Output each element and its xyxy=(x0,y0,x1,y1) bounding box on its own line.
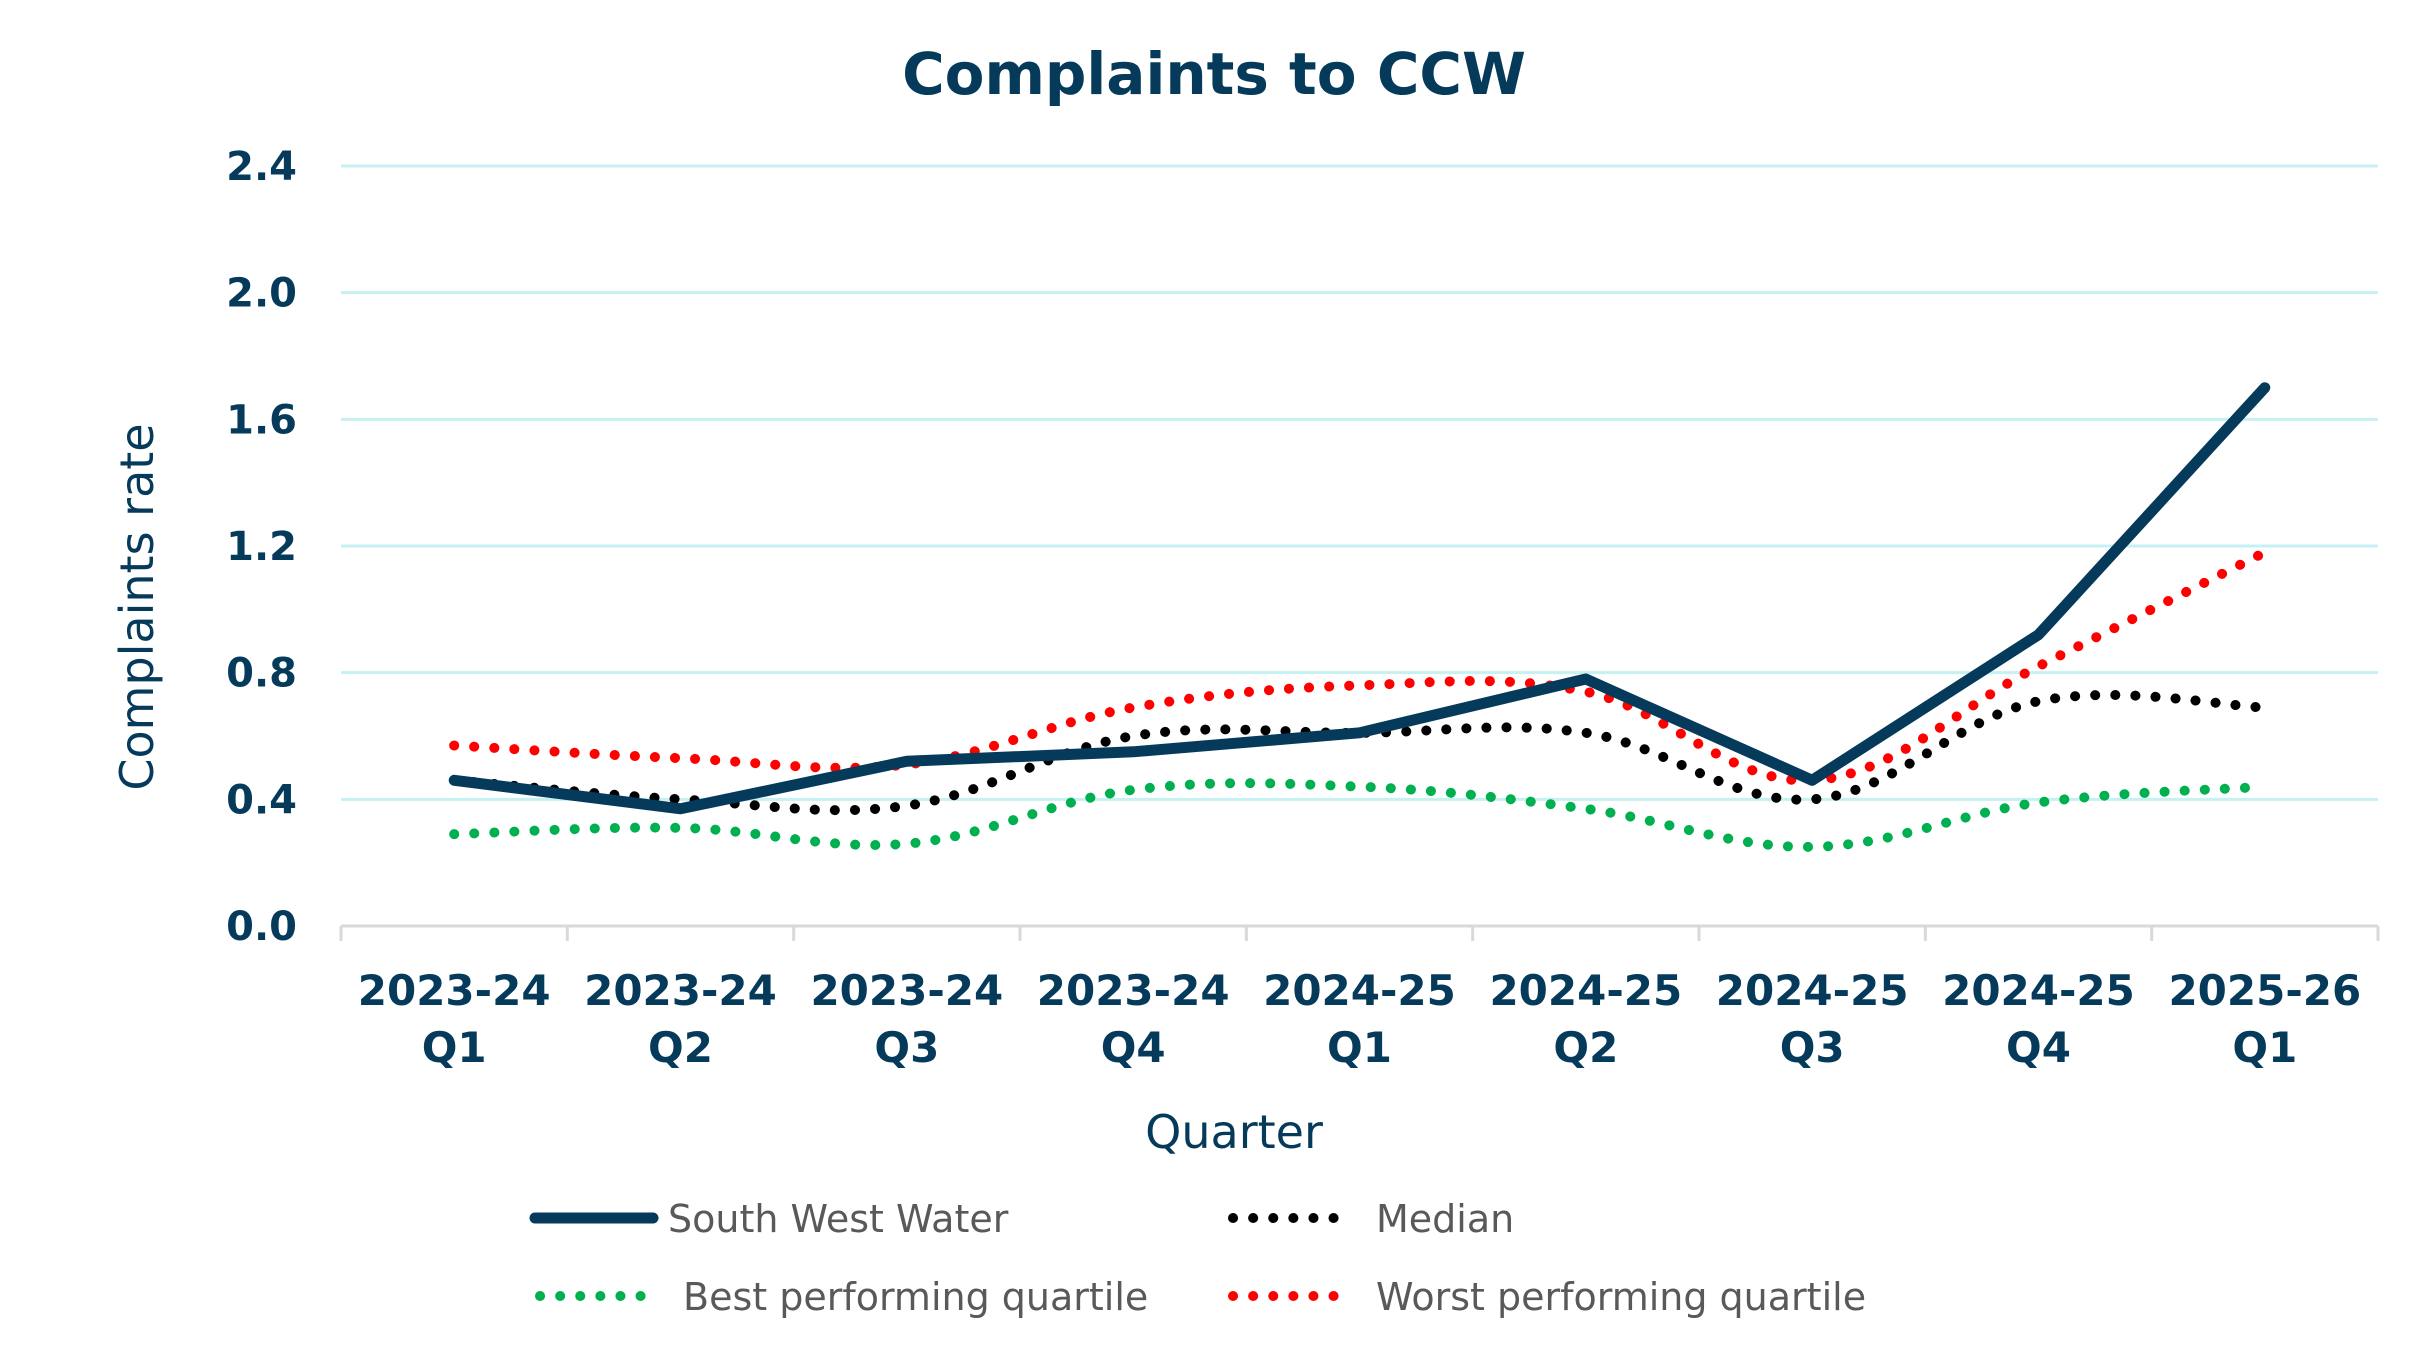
legend-item-worst-performing-quartile: Worst performing quartile xyxy=(1228,1275,1866,1319)
series-layer xyxy=(448,382,2271,852)
y-tick-label: 0.8 xyxy=(226,651,297,697)
x-tick-label-year: 2023-24 xyxy=(1037,966,1230,1015)
x-tick-label-year: 2024-25 xyxy=(1716,966,1909,1015)
y-axis-ticks: 0.0 0.4 0.8 1.2 1.6 2.0 2.4 xyxy=(226,144,297,950)
y-tick-label: 2.4 xyxy=(226,144,297,190)
x-axis-ticks: 2023-24 Q1 2023-24 Q2 2023-24 Q3 2023-24 Q4 2024… xyxy=(358,966,2361,1072)
series-line xyxy=(449,547,2270,786)
x-axis xyxy=(339,924,2380,941)
x-tick-label-quarter: Q1 xyxy=(422,1023,487,1072)
series-line xyxy=(449,690,2270,816)
legend-label: South West Water xyxy=(668,1197,1009,1241)
x-tick-label-quarter: Q3 xyxy=(1780,1023,1845,1072)
x-tick-label-year: 2023-24 xyxy=(810,966,1003,1015)
x-tick-label-year: 2024-25 xyxy=(1263,966,1456,1015)
x-tick-label-quarter: Q1 xyxy=(1327,1023,1392,1072)
legend-label: Median xyxy=(1376,1197,1514,1241)
series-median xyxy=(449,690,2270,816)
x-tick-label-year: 2023-24 xyxy=(358,966,551,1015)
y-tick-label: 0.4 xyxy=(226,777,297,823)
series-line xyxy=(449,778,2270,852)
y-tick-label: 2.0 xyxy=(226,271,297,317)
y-tick-label: 0.0 xyxy=(226,904,297,950)
x-tick-label-year: 2023-24 xyxy=(584,966,777,1015)
x-tick-label-quarter: Q1 xyxy=(2232,1023,2297,1072)
x-tick-label-year: 2024-25 xyxy=(1489,966,1682,1015)
legend-item-best-performing-quartile: Best performing quartile xyxy=(535,1275,1148,1319)
legend-label: Best performing quartile xyxy=(683,1275,1148,1319)
gridlines xyxy=(341,164,2378,801)
x-tick-label-year: 2025-26 xyxy=(2168,966,2361,1015)
series-south-west-water xyxy=(448,382,2271,815)
chart-title: Complaints to CCW xyxy=(902,40,1526,108)
legend-item-median: Median xyxy=(1228,1197,1514,1241)
series-worst-performing-quartile xyxy=(449,547,2270,786)
x-tick-label-quarter: Q3 xyxy=(874,1023,939,1072)
x-axis-title: Quarter xyxy=(1145,1105,1323,1159)
x-tick-label-year: 2024-25 xyxy=(1942,966,2135,1015)
series-best-performing-quartile xyxy=(449,778,2270,852)
y-tick-label: 1.2 xyxy=(226,524,297,570)
series-line xyxy=(448,382,2271,815)
x-tick-label-quarter: Q4 xyxy=(1101,1023,1166,1072)
y-axis-title: Complaints rate xyxy=(110,423,164,790)
x-tick-label-quarter: Q4 xyxy=(2006,1023,2071,1072)
x-tick-label-quarter: Q2 xyxy=(648,1023,713,1072)
legend-label: Worst performing quartile xyxy=(1376,1275,1866,1319)
legend: South West Water Median Best performing qu… xyxy=(529,1197,1866,1319)
y-tick-label: 1.6 xyxy=(226,397,297,443)
x-tick-label-quarter: Q2 xyxy=(1553,1023,1618,1072)
legend-item-south-west-water: South West Water xyxy=(529,1197,1009,1241)
